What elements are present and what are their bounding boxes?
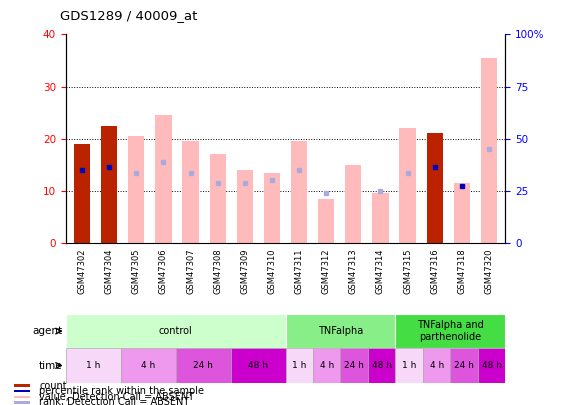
Text: 48 h: 48 h xyxy=(248,361,268,370)
Text: value, Detection Call = ABSENT: value, Detection Call = ABSENT xyxy=(39,392,194,402)
Bar xyxy=(286,314,395,348)
Bar xyxy=(74,144,90,243)
Bar xyxy=(400,128,416,243)
Text: TNFalpha: TNFalpha xyxy=(318,326,363,336)
Bar xyxy=(395,314,505,348)
Bar xyxy=(120,348,176,383)
Bar xyxy=(368,348,395,383)
Bar xyxy=(176,348,231,383)
Text: 4 h: 4 h xyxy=(429,361,444,370)
Text: control: control xyxy=(159,326,192,336)
Bar xyxy=(14,396,30,398)
Bar xyxy=(481,58,497,243)
Bar xyxy=(155,115,171,243)
Bar xyxy=(427,134,443,243)
Text: GDS1289 / 40009_at: GDS1289 / 40009_at xyxy=(60,9,198,22)
Text: 24 h: 24 h xyxy=(193,361,213,370)
Text: 24 h: 24 h xyxy=(344,361,364,370)
Text: agent: agent xyxy=(33,326,63,336)
Bar xyxy=(395,348,423,383)
Bar xyxy=(210,154,226,243)
Text: 24 h: 24 h xyxy=(454,361,474,370)
Bar xyxy=(372,194,389,243)
Text: 4 h: 4 h xyxy=(320,361,334,370)
Bar xyxy=(313,348,340,383)
Text: count: count xyxy=(39,381,67,390)
Text: 1 h: 1 h xyxy=(402,361,416,370)
Bar xyxy=(182,141,199,243)
Text: 48 h: 48 h xyxy=(372,361,392,370)
Bar xyxy=(340,348,368,383)
Bar xyxy=(231,348,286,383)
Bar xyxy=(14,384,30,387)
Bar xyxy=(286,348,313,383)
Text: rank, Detection Call = ABSENT: rank, Detection Call = ABSENT xyxy=(39,397,190,405)
Bar xyxy=(454,183,470,243)
Bar xyxy=(236,170,253,243)
Bar xyxy=(128,136,144,243)
Bar xyxy=(291,141,307,243)
Bar xyxy=(66,314,286,348)
Bar xyxy=(451,348,478,383)
Bar xyxy=(14,390,30,392)
Bar xyxy=(478,348,505,383)
Text: 1 h: 1 h xyxy=(292,361,307,370)
Text: time: time xyxy=(39,360,63,371)
Text: 4 h: 4 h xyxy=(141,361,155,370)
Bar xyxy=(423,348,451,383)
Bar xyxy=(345,165,361,243)
Bar xyxy=(318,199,335,243)
Bar xyxy=(264,173,280,243)
Text: TNFalpha and
parthenolide: TNFalpha and parthenolide xyxy=(417,320,484,342)
Text: 1 h: 1 h xyxy=(86,361,100,370)
Text: 48 h: 48 h xyxy=(481,361,501,370)
Text: percentile rank within the sample: percentile rank within the sample xyxy=(39,386,204,396)
Bar xyxy=(66,348,120,383)
Bar xyxy=(101,126,117,243)
Bar xyxy=(14,401,30,404)
